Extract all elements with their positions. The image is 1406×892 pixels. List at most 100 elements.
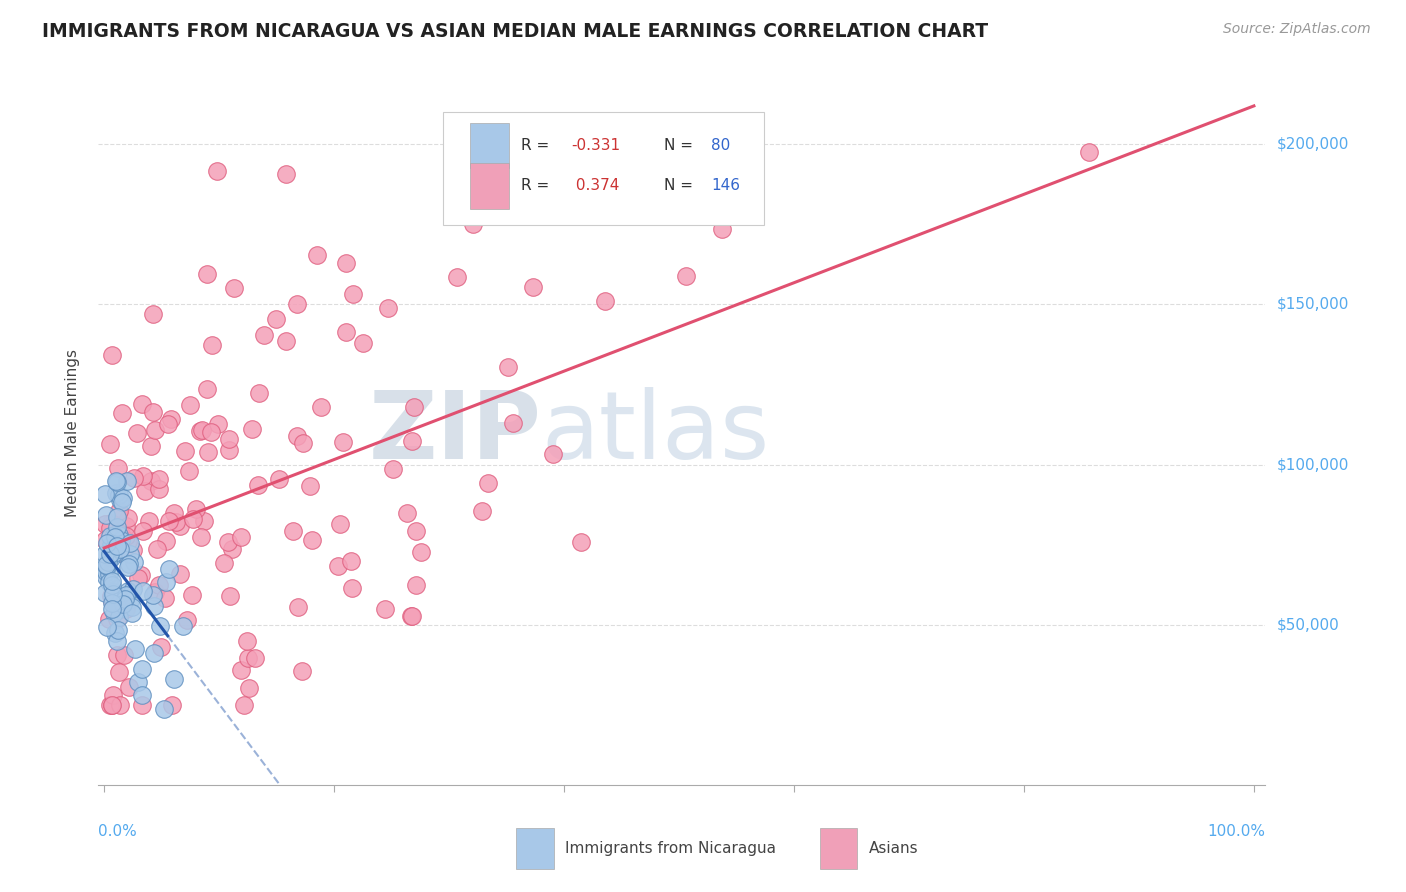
Point bbox=[179, 398, 201, 412]
FancyBboxPatch shape bbox=[470, 123, 509, 169]
Point bbox=[200, 425, 222, 439]
Point bbox=[108, 698, 131, 712]
Point bbox=[396, 506, 419, 520]
Point bbox=[287, 429, 309, 443]
Text: N =: N = bbox=[665, 178, 699, 194]
Point bbox=[134, 483, 156, 498]
Point bbox=[401, 609, 423, 624]
Point bbox=[101, 587, 124, 601]
Point bbox=[145, 584, 167, 599]
Point bbox=[108, 493, 131, 508]
Text: Asians: Asians bbox=[869, 841, 918, 856]
Point bbox=[103, 606, 125, 620]
Point bbox=[124, 642, 146, 657]
Point bbox=[461, 217, 484, 231]
Point bbox=[107, 528, 129, 542]
Point bbox=[118, 680, 141, 694]
Point bbox=[496, 359, 519, 374]
Point bbox=[110, 533, 132, 547]
Point bbox=[118, 557, 141, 571]
Point bbox=[115, 529, 138, 543]
Point bbox=[195, 382, 218, 396]
Point bbox=[100, 348, 122, 362]
Point bbox=[107, 624, 129, 638]
Point bbox=[276, 334, 298, 348]
Point bbox=[101, 688, 124, 702]
FancyBboxPatch shape bbox=[470, 163, 509, 209]
Point bbox=[381, 462, 404, 476]
Point bbox=[352, 335, 374, 350]
Point bbox=[205, 163, 228, 178]
Text: 80: 80 bbox=[711, 138, 730, 153]
Point bbox=[105, 520, 128, 534]
Point bbox=[108, 525, 131, 540]
Point bbox=[541, 447, 564, 461]
Point bbox=[142, 646, 165, 660]
Point bbox=[131, 397, 153, 411]
Point bbox=[129, 568, 152, 582]
Point bbox=[305, 248, 328, 262]
Point bbox=[107, 460, 129, 475]
Point bbox=[174, 444, 197, 458]
Point bbox=[188, 424, 211, 438]
Point bbox=[377, 301, 399, 315]
Point bbox=[98, 520, 121, 534]
Point bbox=[100, 541, 122, 556]
Point bbox=[522, 280, 544, 294]
Point bbox=[131, 662, 153, 676]
Point bbox=[96, 559, 118, 574]
Point bbox=[405, 578, 427, 592]
Point bbox=[132, 524, 155, 538]
Point bbox=[112, 491, 135, 505]
Point bbox=[100, 538, 122, 552]
Point bbox=[232, 698, 254, 712]
Point bbox=[411, 544, 433, 558]
Point bbox=[125, 426, 148, 441]
Point bbox=[335, 325, 357, 339]
Point bbox=[138, 514, 160, 528]
Point bbox=[285, 297, 308, 311]
Point bbox=[108, 503, 131, 517]
Point bbox=[100, 550, 122, 565]
Point bbox=[108, 610, 131, 624]
Point bbox=[183, 512, 205, 526]
Point bbox=[108, 541, 131, 556]
FancyBboxPatch shape bbox=[820, 828, 858, 869]
FancyBboxPatch shape bbox=[443, 112, 763, 225]
Point bbox=[97, 555, 120, 569]
Point bbox=[148, 578, 170, 592]
Point bbox=[107, 665, 129, 679]
Point bbox=[141, 474, 163, 488]
Point bbox=[124, 555, 146, 569]
Point bbox=[94, 487, 117, 501]
Point bbox=[212, 556, 235, 570]
Point bbox=[195, 267, 218, 281]
Point bbox=[103, 528, 125, 542]
Point bbox=[281, 524, 304, 538]
Point bbox=[247, 386, 270, 401]
Point bbox=[127, 675, 149, 690]
Point bbox=[142, 599, 165, 613]
Text: IMMIGRANTS FROM NICARAGUA VS ASIAN MEDIAN MALE EARNINGS CORRELATION CHART: IMMIGRANTS FROM NICARAGUA VS ASIAN MEDIA… bbox=[42, 22, 988, 41]
Point bbox=[222, 281, 245, 295]
Point bbox=[153, 702, 176, 716]
Point bbox=[139, 438, 162, 452]
Text: $50,000: $50,000 bbox=[1277, 617, 1340, 632]
Point bbox=[105, 594, 128, 608]
Point bbox=[172, 619, 194, 633]
Point bbox=[238, 681, 260, 695]
Point bbox=[117, 559, 139, 574]
Point bbox=[94, 533, 117, 548]
Point bbox=[103, 546, 125, 560]
Point bbox=[157, 562, 180, 576]
Point bbox=[101, 589, 124, 603]
Point bbox=[94, 517, 117, 532]
Point bbox=[180, 588, 202, 602]
Point bbox=[197, 444, 219, 458]
Text: 0.374: 0.374 bbox=[571, 178, 620, 194]
Point bbox=[98, 547, 121, 561]
Point bbox=[191, 423, 214, 437]
Point bbox=[340, 554, 363, 568]
Point bbox=[207, 417, 229, 431]
Point bbox=[401, 434, 423, 449]
